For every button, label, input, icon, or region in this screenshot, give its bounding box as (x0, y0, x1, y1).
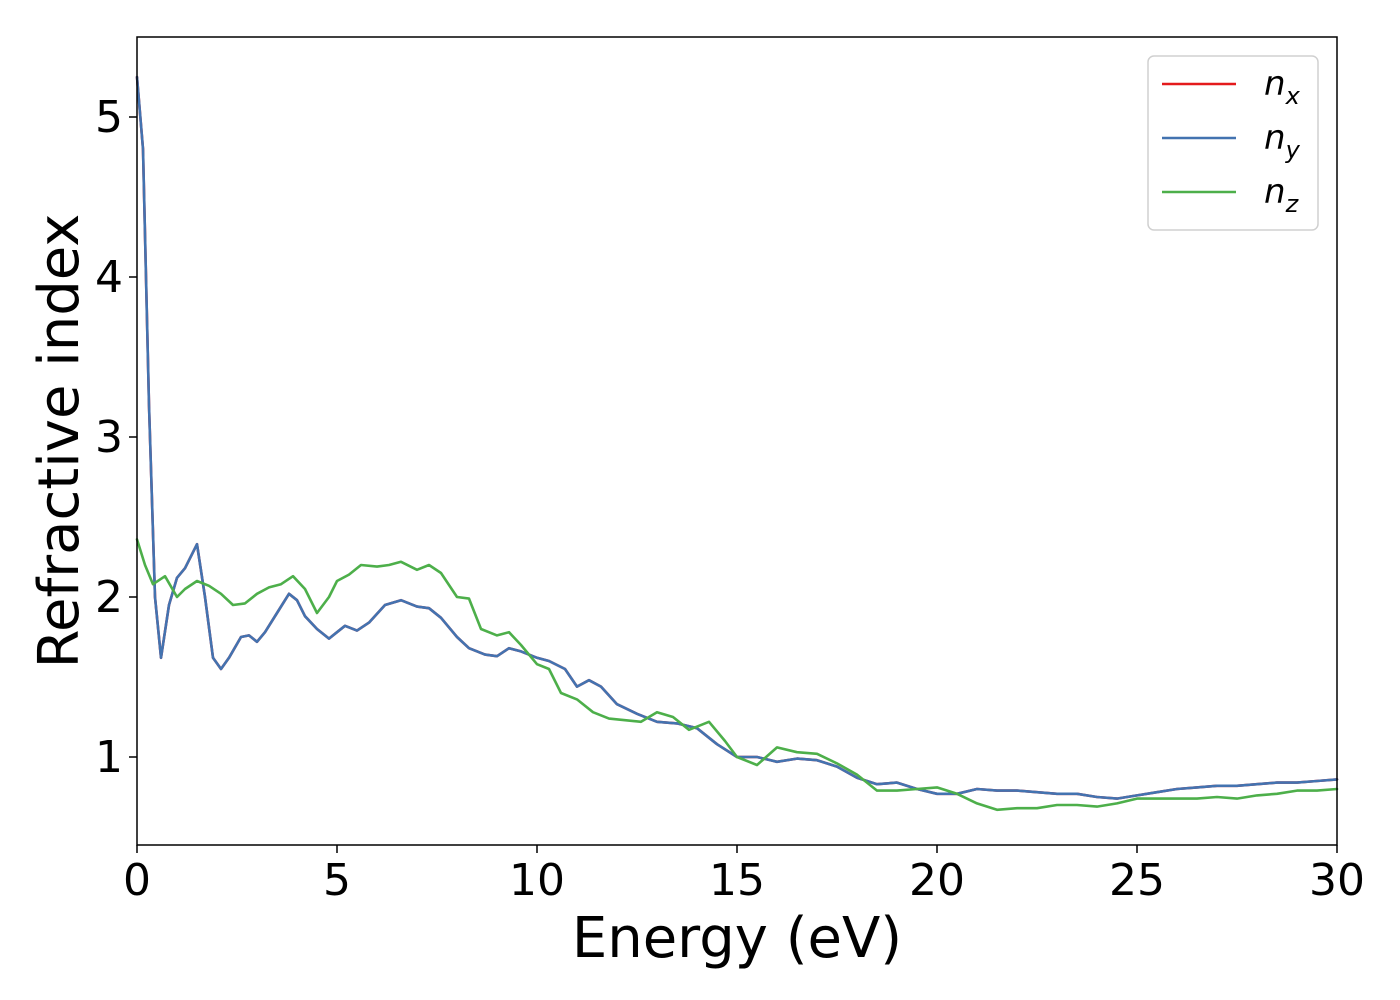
plot-frame (136, 36, 1338, 846)
legend-label: nx (1264, 64, 1301, 110)
x-tick-label: 20 (909, 855, 965, 906)
legend-label-subscript: y (1285, 136, 1301, 164)
y-axis-label: Refractive index (27, 214, 92, 669)
series-layer (135, 75, 1339, 812)
legend-label-base: n (1264, 118, 1286, 158)
x-tick-label: 0 (123, 855, 151, 906)
x-tick-label: 25 (1109, 855, 1165, 906)
series-line-n-z (135, 538, 1339, 812)
x-tick-label: 5 (323, 855, 351, 906)
legend-label: nz (1264, 172, 1300, 218)
y-tick-label: 5 (95, 92, 123, 143)
legend-label-base: n (1264, 64, 1286, 104)
x-tick-label: 30 (1309, 855, 1365, 906)
y-tick-label: 4 (95, 252, 123, 303)
y-tick-label: 1 (95, 732, 123, 783)
legend-label: ny (1264, 118, 1301, 164)
x-axis-label: Energy (eV) (572, 906, 902, 971)
series-line-n-y (135, 75, 1339, 800)
y-tick-label: 2 (95, 572, 123, 623)
y-tick-label: 3 (95, 412, 123, 463)
legend-box (1147, 55, 1319, 231)
x-tick-label: 15 (709, 855, 765, 906)
legend-label-base: n (1264, 172, 1286, 212)
legend-label-subscript: x (1285, 82, 1301, 110)
ticks-layer: 0 5 10 15 20 25 30 1 2 3 4 5 (95, 92, 1365, 906)
x-tick-label: 10 (509, 855, 565, 906)
legend-label-subscript: z (1285, 190, 1300, 218)
